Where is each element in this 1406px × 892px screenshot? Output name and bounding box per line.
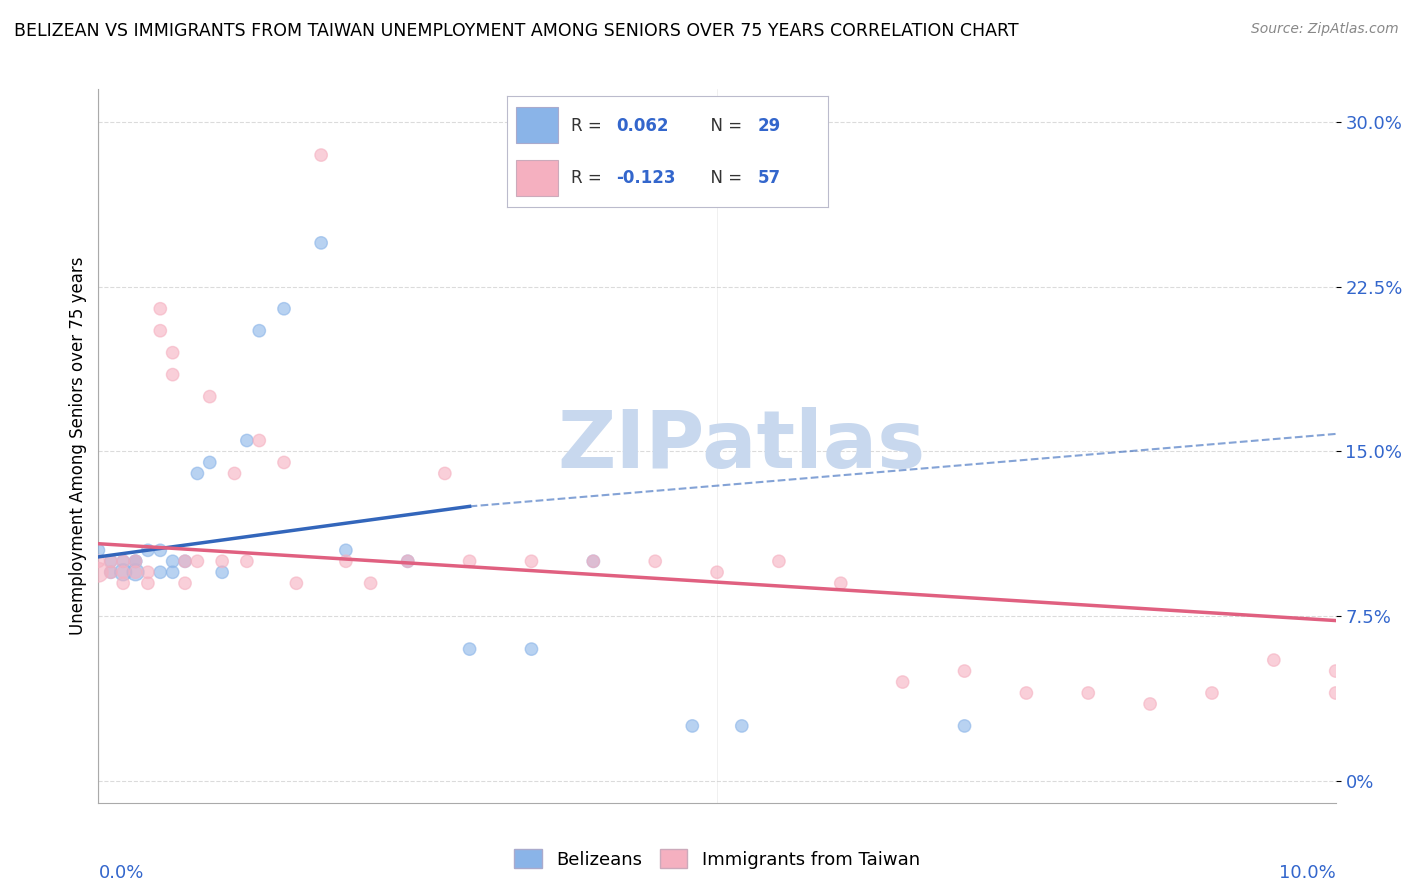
Point — [100, 554, 122, 568]
Point — [236, 554, 259, 568]
Point — [198, 390, 221, 404]
Point — [644, 554, 666, 568]
Point — [891, 675, 914, 690]
Point — [87, 543, 110, 558]
Point — [162, 368, 184, 382]
Point — [112, 566, 135, 580]
Point — [830, 576, 852, 591]
Point — [174, 554, 197, 568]
Point — [706, 566, 728, 580]
Point — [520, 554, 543, 568]
Point — [211, 554, 233, 568]
Point — [162, 566, 184, 580]
Point — [236, 434, 259, 448]
Point — [396, 554, 419, 568]
Point — [162, 345, 184, 359]
Point — [186, 467, 208, 481]
Point — [174, 576, 197, 591]
Point — [768, 554, 790, 568]
Point — [211, 566, 233, 580]
Point — [87, 554, 110, 568]
Point — [731, 719, 754, 733]
Point — [124, 554, 146, 568]
Point — [1324, 686, 1347, 700]
Point — [224, 467, 246, 481]
Point — [162, 554, 184, 568]
Point — [100, 566, 122, 580]
Point — [582, 554, 605, 568]
Point — [458, 642, 481, 657]
Point — [273, 301, 295, 316]
Point — [953, 664, 976, 678]
Point — [136, 566, 159, 580]
Point — [198, 455, 221, 469]
Point — [149, 566, 172, 580]
Point — [149, 301, 172, 316]
Point — [1201, 686, 1223, 700]
Point — [1324, 664, 1347, 678]
Point — [100, 566, 122, 580]
Point — [309, 235, 332, 250]
Point — [247, 434, 270, 448]
Point — [124, 554, 146, 568]
Point — [273, 455, 295, 469]
Point — [149, 324, 172, 338]
Point — [335, 543, 357, 558]
Point — [100, 554, 122, 568]
Text: 10.0%: 10.0% — [1279, 864, 1336, 882]
Legend: Belizeans, Immigrants from Taiwan: Belizeans, Immigrants from Taiwan — [508, 842, 927, 876]
Point — [174, 554, 197, 568]
Point — [124, 554, 146, 568]
Point — [149, 543, 172, 558]
Point — [1263, 653, 1285, 667]
Point — [681, 719, 703, 733]
Point — [433, 467, 456, 481]
Point — [112, 554, 135, 568]
Point — [458, 554, 481, 568]
Point — [1139, 697, 1161, 711]
Point — [520, 642, 543, 657]
Point — [1077, 686, 1099, 700]
Text: ZIPatlas: ZIPatlas — [558, 407, 927, 485]
Text: BELIZEAN VS IMMIGRANTS FROM TAIWAN UNEMPLOYMENT AMONG SENIORS OVER 75 YEARS CORR: BELIZEAN VS IMMIGRANTS FROM TAIWAN UNEMP… — [14, 22, 1019, 40]
Point — [87, 566, 110, 580]
Text: 0.0%: 0.0% — [98, 864, 143, 882]
Point — [396, 554, 419, 568]
Point — [335, 554, 357, 568]
Point — [247, 324, 270, 338]
Point — [112, 554, 135, 568]
Point — [124, 566, 146, 580]
Point — [1015, 686, 1038, 700]
Point — [186, 554, 208, 568]
Point — [360, 576, 382, 591]
Point — [112, 566, 135, 580]
Text: Source: ZipAtlas.com: Source: ZipAtlas.com — [1251, 22, 1399, 37]
Point — [285, 576, 308, 591]
Point — [309, 148, 332, 162]
Point — [136, 543, 159, 558]
Y-axis label: Unemployment Among Seniors over 75 years: Unemployment Among Seniors over 75 years — [69, 257, 87, 635]
Point — [136, 576, 159, 591]
Point — [953, 719, 976, 733]
Point — [582, 554, 605, 568]
Point — [124, 566, 146, 580]
Point — [112, 576, 135, 591]
